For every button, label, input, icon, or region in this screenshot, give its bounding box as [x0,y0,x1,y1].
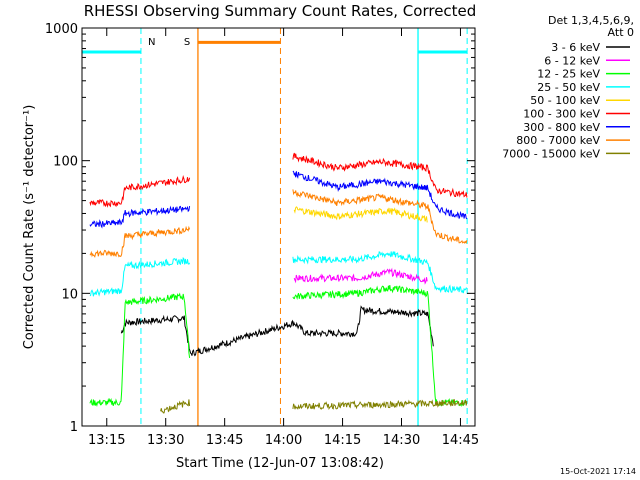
series-line [292,398,468,410]
series-line [292,189,468,245]
y-axis-label: Corrected Count Rate (s⁻¹ detector⁻¹) [22,105,37,350]
legend-label: 7000 - 15000 keV [502,147,600,160]
legend-label: 50 - 100 keV [530,94,600,107]
legend-header: Att 0 [608,26,634,39]
series-lines [89,152,468,414]
legend-header: Det 1,3,4,5,6,9, [548,14,634,27]
series-line [292,251,467,294]
marker-label: S [184,37,190,48]
series-line [89,257,191,297]
x-tick-label: 14:45 [442,433,479,448]
axis-ticks: 13:15 13:30 13:45 14:00 14:15 14:30 14:45 1 10 10… [45,22,479,448]
marker-label: N [148,37,155,48]
series-line [160,399,191,414]
series-line [293,206,428,223]
x-tick-label: 14:00 [265,433,302,448]
legend-label: 100 - 300 keV [523,108,600,121]
legend-label: 6 - 12 keV [544,54,600,67]
footer-timestamp: 15-Oct-2021 17:14 [560,467,636,476]
series-line [89,292,191,408]
legend-label: 800 - 7000 keV [516,134,600,147]
chart-title: RHESSI Observing Summary Count Rates, Co… [84,2,477,20]
y-tick-label: 1 [70,420,78,435]
x-tick-label: 13:30 [147,433,184,448]
series-line [89,175,191,208]
legend-label: 300 - 800 keV [523,121,600,134]
series-line [89,205,191,229]
x-tick-label: 13:15 [88,433,125,448]
plot-frame [81,27,476,427]
y-tick-label: 100 [53,155,78,170]
series-line [120,305,434,357]
series-line [292,170,468,220]
series-line [89,225,191,258]
legend-label: 25 - 50 keV [537,81,600,94]
legend-label: 3 - 6 keV [551,41,600,54]
y-tick-label: 1000 [45,22,78,37]
x-tick-label: 14:15 [324,433,361,448]
legend-label: 12 - 25 keV [537,68,600,81]
y-tick-label: 10 [61,287,78,302]
x-tick-label: 14:30 [383,433,420,448]
series-line [293,267,428,285]
series-line [292,152,468,198]
x-axis-label: Start Time (12-Jun-07 13:08:42) [176,456,384,471]
x-tick-label: 13:45 [206,433,243,448]
